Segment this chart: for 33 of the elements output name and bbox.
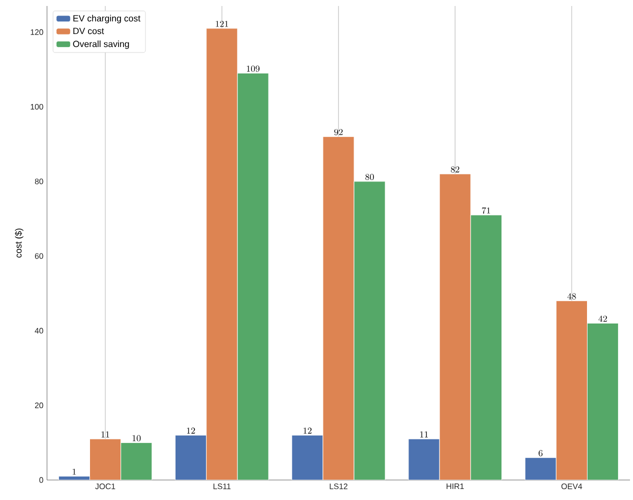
data-label: 82 (450, 166, 460, 173)
data-label: 10 (132, 435, 141, 442)
data-label: 121 (216, 20, 228, 27)
bar (175, 434, 207, 480)
bar (354, 181, 386, 480)
legend-label: Overall saving (73, 40, 129, 49)
data-label: 71 (482, 207, 490, 214)
data-label: 1 (72, 468, 76, 475)
data-label: 42 (598, 316, 607, 322)
bar (120, 442, 152, 480)
bar (322, 136, 354, 480)
bar (556, 300, 588, 480)
data-label: 11 (420, 431, 428, 438)
legend-label: EV charging cost (73, 14, 140, 24)
data-label: 6 (538, 450, 543, 456)
legend-label: DV cost (73, 28, 104, 34)
bar (237, 72, 269, 480)
bar (90, 438, 122, 480)
bar (470, 214, 502, 480)
data-label: 48 (567, 293, 576, 300)
data-label: 109 (246, 66, 260, 72)
bar (292, 434, 324, 480)
data-label: 92 (334, 129, 343, 136)
data-label: 11 (102, 431, 110, 438)
bar (206, 28, 238, 480)
data-label: 80 (365, 174, 374, 180)
bar (524, 457, 556, 480)
bar (587, 322, 619, 480)
data-label: 12 (187, 428, 195, 434)
data-label: 12 (304, 428, 312, 434)
y-axis-title: cost ($) (14, 228, 24, 258)
bar (439, 174, 471, 480)
bar (408, 438, 440, 480)
